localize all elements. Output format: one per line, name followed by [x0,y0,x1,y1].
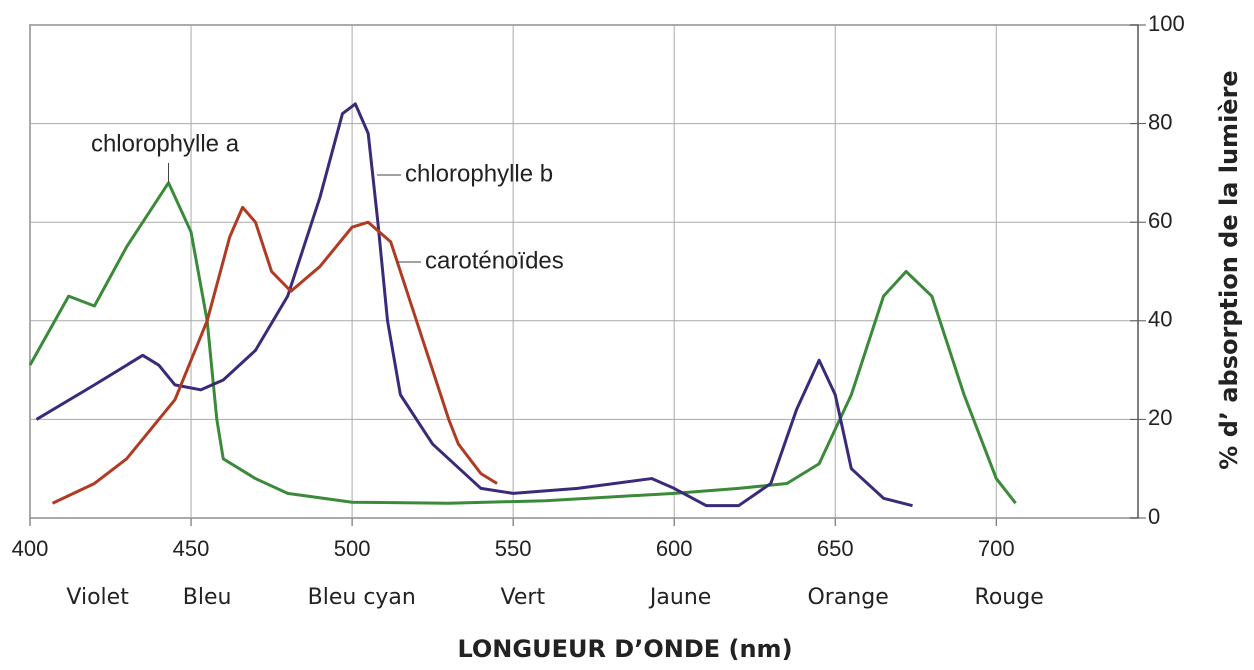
y-tick-label: 80 [1148,109,1172,134]
y-axis-title: % d’ absorption de la lumière [1215,70,1243,469]
x-tick-label: 600 [656,536,693,561]
band-label: Bleu [183,585,232,610]
series-line [35,102,913,508]
plot-frame [29,24,1139,519]
series-line [51,205,498,505]
x-tick-label: 400 [12,536,49,561]
series-line [28,181,1017,505]
series-label: chlorophylle a [91,130,240,157]
x-tick-label: 450 [173,536,210,561]
y-tick-label: 100 [1148,11,1185,36]
y-tick-label: 0 [1148,504,1160,529]
x-tick-label: 500 [334,536,371,561]
x-tick-label: 700 [978,536,1015,561]
band-label: Violet [66,585,129,610]
y-tick-label: 40 [1148,307,1172,332]
series-label: caroténoïdes [425,247,564,274]
x-axis-title: LONGUEUR D’ONDE (nm) [457,635,792,663]
x-tick-label: 650 [817,536,854,561]
band-label: Orange [807,585,888,610]
x-tick-label: 550 [495,536,532,561]
y-tick-label: 60 [1148,208,1172,233]
band-label: Jaune [648,585,711,610]
band-label: Vert [501,585,546,610]
band-label: Bleu cyan [308,585,416,610]
series-label: chlorophylle b [405,160,553,187]
y-tick-label: 20 [1148,405,1172,430]
band-label: Rouge [975,585,1044,610]
